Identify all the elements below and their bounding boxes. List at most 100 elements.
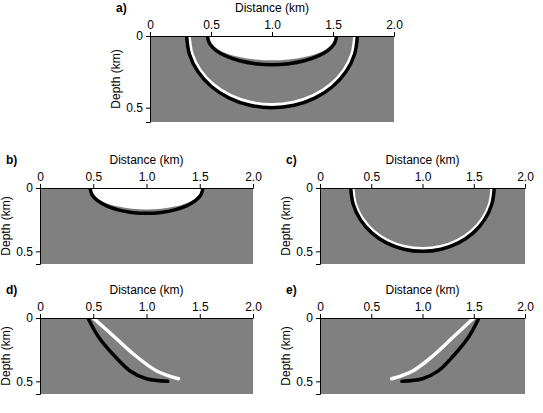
panel: 00.51.01.52.000.5Distance (km)Depth (km)… xyxy=(0,283,262,395)
y-tick-mark xyxy=(36,251,40,252)
x-tick-mark xyxy=(253,184,254,188)
x-tick-mark xyxy=(93,314,94,318)
wavefront xyxy=(187,36,358,108)
plot-background xyxy=(150,36,394,122)
y-axis-line xyxy=(316,189,321,265)
x-tick: 0.5 xyxy=(85,300,102,318)
x-tick-label: 0.5 xyxy=(203,18,220,32)
x-tick-label: 0 xyxy=(317,300,324,314)
panel-letter: a) xyxy=(116,1,127,15)
x-tick-mark xyxy=(333,32,334,36)
x-tick: 1.0 xyxy=(415,170,432,188)
x-tick: 0.5 xyxy=(363,300,380,318)
y-axis: 00.5 xyxy=(296,311,320,394)
x-tick: 1.5 xyxy=(192,170,209,188)
x-tick-label: 2.0 xyxy=(517,170,534,184)
x-tick-label: 0.5 xyxy=(85,170,102,184)
plot-area xyxy=(40,318,253,394)
y-axis-line xyxy=(316,319,321,395)
wavefront xyxy=(189,36,355,105)
x-tick-label: 2.0 xyxy=(245,170,262,184)
plot-background xyxy=(40,318,253,394)
x-tick: 1.5 xyxy=(466,300,483,318)
x-tick-mark xyxy=(474,314,475,318)
panel-letter: b) xyxy=(6,153,17,167)
x-tick: 0 xyxy=(317,300,324,318)
x-axis-title: Distance (km) xyxy=(385,283,459,297)
panel: 0 0.5 1.0 1.5 2.0 0 0.5 Distance (km) Depth (km)… xyxy=(279,153,534,265)
panel: 00.51.01.52.000.5Distance (km)Depth (km)… xyxy=(279,283,534,395)
y-tick-label: 0.5 xyxy=(296,375,313,389)
x-tick: 0 xyxy=(147,18,154,36)
figure: 00.51.01.52.000.5Distance (km)Depth (km)… xyxy=(0,0,543,413)
x-tick: 2.0 xyxy=(245,300,262,318)
panel-letter: c) xyxy=(286,153,297,167)
x-tick: 0.5 xyxy=(363,170,380,188)
x-tick-label: 0 xyxy=(37,170,44,184)
x-axis: 0 0.5 1.0 1.5 2.0 xyxy=(317,300,534,319)
wavefront xyxy=(207,36,336,65)
panel: 00.51.01.52.000.5Distance (km)Depth (km)… xyxy=(109,1,403,123)
x-tick: 1.0 xyxy=(264,18,281,36)
x-tick: 2.0 xyxy=(386,18,403,36)
x-tick: 1.5 xyxy=(466,170,483,188)
y-tick: 0.5 xyxy=(16,375,40,389)
x-tick: 0.5 xyxy=(85,170,102,188)
plot-area xyxy=(320,318,525,394)
x-tick-label: 1.5 xyxy=(192,300,209,314)
y-axis-title: Depth (km) xyxy=(0,326,13,385)
x-tick: 2.0 xyxy=(517,300,534,318)
x-axis-title: Distance (km) xyxy=(109,283,183,297)
y-tick-label: 0 xyxy=(306,311,313,325)
panel: 0 0.5 1.0 1.5 2.0 0 0.5 Distance (km) Depth (km)… xyxy=(0,153,262,265)
plot-background xyxy=(320,318,525,394)
x-tick: 1.0 xyxy=(139,170,156,188)
x-tick-mark xyxy=(371,314,372,318)
panel-letter: e) xyxy=(286,283,297,297)
x-tick-mark xyxy=(147,314,148,318)
x-tick-label: 2.0 xyxy=(517,300,534,314)
y-tick: 0.5 xyxy=(16,245,40,259)
x-tick: 1.5 xyxy=(325,18,342,36)
x-tick: 0 xyxy=(37,170,44,188)
plot-background xyxy=(40,188,253,264)
y-tick: 0.5 xyxy=(296,245,320,259)
y-tick-label: 0 xyxy=(306,181,313,195)
x-axis-line xyxy=(321,314,526,319)
x-tick-label: 1.0 xyxy=(264,18,281,32)
y-tick-label: 0.5 xyxy=(16,245,33,259)
y-axis-title: Depth (km) xyxy=(0,196,13,255)
y-axis-title: Depth (km) xyxy=(279,326,293,385)
x-axis-line xyxy=(41,184,254,189)
y-tick-mark xyxy=(146,108,150,109)
x-tick-mark xyxy=(200,184,201,188)
x-tick-mark xyxy=(474,184,475,188)
y-tick-mark xyxy=(36,381,40,382)
x-axis: 00.51.01.52.0 xyxy=(37,300,262,319)
wavefront xyxy=(392,318,474,379)
x-tick-label: 1.5 xyxy=(325,18,342,32)
y-tick: 0 xyxy=(26,181,40,195)
x-tick-mark xyxy=(211,32,212,36)
x-tick-mark xyxy=(272,32,273,36)
x-tick-mark xyxy=(40,314,41,318)
x-axis-title: Distance (km) xyxy=(385,153,459,167)
x-tick: 1.0 xyxy=(415,300,432,318)
x-axis-title: Distance (km) xyxy=(109,153,183,167)
x-tick: 0 xyxy=(317,170,324,188)
y-tick-label: 0 xyxy=(136,29,143,43)
y-axis-title: Depth (km) xyxy=(279,196,293,255)
x-tick-mark xyxy=(423,314,424,318)
y-tick-label: 0 xyxy=(26,311,33,325)
y-tick-mark xyxy=(36,188,40,189)
x-tick-label: 0 xyxy=(147,18,154,32)
plot-area xyxy=(40,188,253,264)
x-tick-mark xyxy=(525,314,526,318)
y-tick: 0 xyxy=(306,181,320,195)
x-axis-line xyxy=(41,314,254,319)
x-tick: 0 xyxy=(37,300,44,318)
x-tick-mark xyxy=(147,184,148,188)
y-axis-title: Depth (km) xyxy=(109,49,123,108)
y-tick: 0.5 xyxy=(296,375,320,389)
x-tick-label: 1.0 xyxy=(139,170,156,184)
